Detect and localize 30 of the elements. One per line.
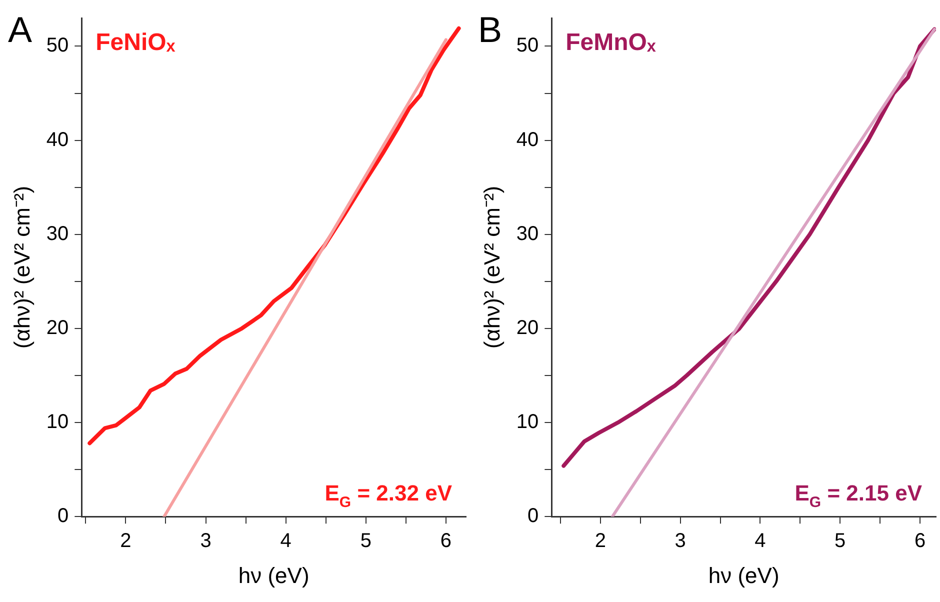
y-tick-label: 10 <box>46 411 69 434</box>
x-tick-label: 4 <box>280 530 292 552</box>
y-tick-label: 50 <box>516 34 539 57</box>
y-tick-label: 20 <box>516 316 539 339</box>
y-tick-label: 40 <box>46 128 69 151</box>
y-axis-title: (αhν)² (eV² cm⁻²) <box>479 186 504 349</box>
y-tick-label: 0 <box>528 505 539 528</box>
x-axis-title: hν (eV) <box>238 562 310 588</box>
x-tick-label: 6 <box>440 530 452 552</box>
x-axis-title: hν (eV) <box>708 562 780 588</box>
text: FeMnOₓ <box>566 29 656 56</box>
y-tick-label: 20 <box>46 316 69 339</box>
x-tick-label: 6 <box>914 530 926 552</box>
x-tick-label: 4 <box>754 530 766 552</box>
x-tick-label: 5 <box>360 530 372 552</box>
x-tick-label: 2 <box>120 530 132 552</box>
y-axis-title: (αhν)² (eV² cm⁻²) <box>9 186 34 349</box>
text: FeNiOₓ <box>96 29 176 56</box>
y-tick-label: 30 <box>516 222 539 245</box>
y-tick-label: 0 <box>58 505 69 528</box>
text: A <box>8 9 32 50</box>
y-tick-label: 30 <box>46 222 69 245</box>
y-tick-label: 50 <box>46 34 69 57</box>
x-tick-label: 3 <box>674 530 686 552</box>
y-tick-label: 40 <box>516 128 539 151</box>
x-tick-label: 2 <box>594 530 606 552</box>
text: B <box>478 9 502 50</box>
x-tick-label: 3 <box>200 530 212 552</box>
x-tick-label: 5 <box>834 530 846 552</box>
y-tick-label: 10 <box>516 411 539 434</box>
